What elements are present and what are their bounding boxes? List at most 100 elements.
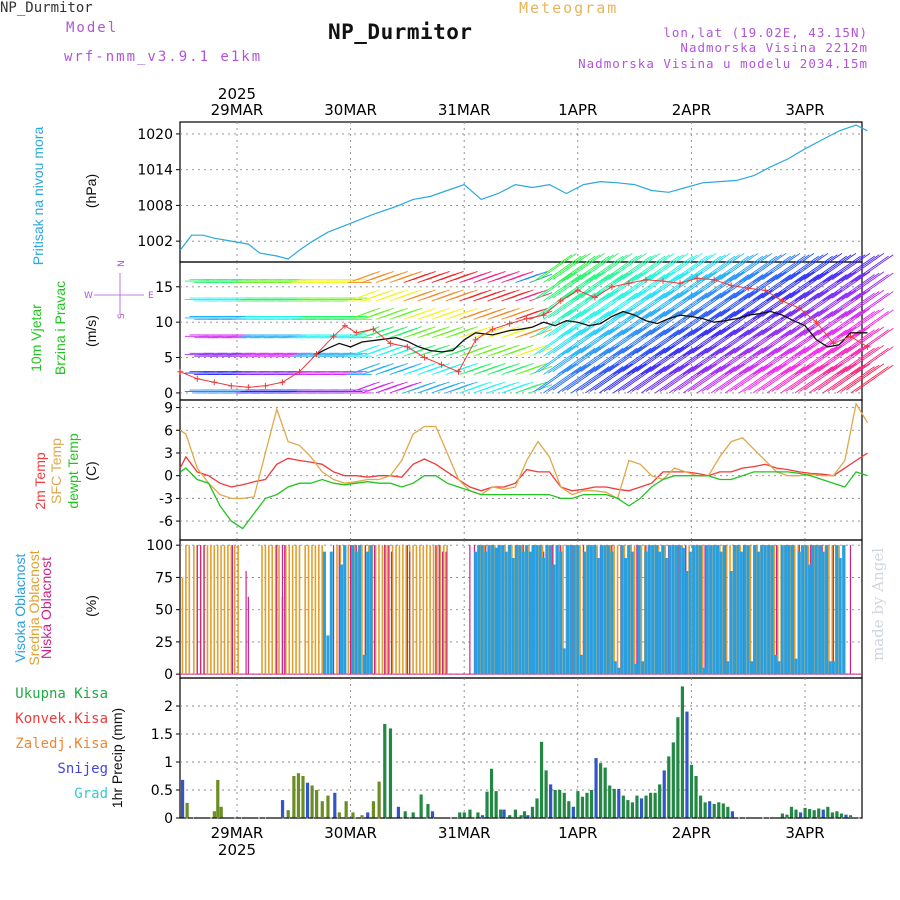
wind-barb (738, 347, 778, 375)
temperature-ytick-label: 0 (164, 469, 173, 485)
clouds-ytick-label: 75 (155, 570, 173, 586)
wind-barb (645, 309, 684, 337)
wind-barb (636, 271, 675, 299)
wind-barb (715, 309, 754, 337)
wind-barb (738, 310, 778, 339)
wind-barb (804, 271, 843, 299)
wind-barb (650, 271, 689, 299)
wind-barb (841, 254, 880, 282)
wind-barb (832, 326, 871, 354)
wind-barb (836, 310, 875, 339)
wind-barb (631, 291, 670, 319)
wind-barb (426, 344, 450, 354)
wind-ytick-label: 0 (164, 386, 173, 402)
wind-barb (673, 364, 712, 392)
wind-barb (762, 363, 801, 391)
wind-barb (384, 326, 408, 336)
wind-barb (510, 363, 534, 373)
precip-bar (212, 811, 216, 818)
wind-barb (594, 363, 633, 391)
wind-barb (706, 271, 745, 299)
precip-bar (216, 779, 220, 818)
wind-barb (790, 326, 829, 354)
wind-barb (571, 292, 610, 320)
wind-barb (673, 272, 712, 300)
wind-barb (673, 327, 712, 356)
wind-barb (398, 289, 422, 299)
wind-barb (557, 347, 596, 375)
wind-barb (547, 309, 587, 337)
wind-barb (682, 366, 722, 394)
wind-barb (710, 347, 750, 375)
wind-barb (631, 254, 670, 282)
wind-barb (710, 329, 750, 357)
wind-barb (734, 289, 773, 317)
wind-barb (645, 346, 684, 374)
wind-barb (687, 254, 726, 282)
precip-bar (292, 776, 296, 818)
wind-barb (752, 366, 792, 394)
compass-n: N (117, 260, 127, 267)
wind-barb (850, 366, 889, 394)
wind-barb (645, 254, 684, 282)
wind-barb (571, 310, 610, 339)
wind-barb (617, 364, 656, 392)
wind-barb (561, 346, 601, 374)
wind-barb (589, 346, 629, 374)
wind-barb (827, 254, 866, 282)
wind-barb (384, 363, 408, 373)
x-tick-label-top: 1APR (558, 101, 597, 119)
precip-bar (458, 812, 462, 818)
wind-barb (371, 326, 394, 336)
wind-barb (790, 289, 829, 317)
precip-bar (812, 810, 816, 818)
wind-barb (752, 329, 792, 357)
temperature-ytick-label: -3 (159, 491, 173, 507)
precip-bar (603, 767, 607, 818)
wind-barb (566, 326, 605, 354)
wind-barb (655, 255, 694, 283)
wind-barb (822, 292, 861, 320)
precip-bar (377, 781, 381, 818)
wind-barb (622, 326, 661, 354)
precip-bar (219, 806, 223, 818)
precip-bar (594, 758, 598, 818)
wind-barb (832, 308, 871, 336)
wind-barb (557, 310, 596, 339)
precip-ytick-label: 0.5 (151, 783, 173, 799)
precip-bar (480, 815, 485, 818)
precip-bar (383, 723, 387, 818)
wind-barb (561, 291, 601, 319)
footer-station-name: NP_Durmitor (0, 0, 93, 16)
wind-barb (659, 309, 698, 337)
wind-barb (538, 271, 577, 299)
wind-barb (832, 289, 871, 317)
wind-barb (482, 307, 506, 317)
wind-barb (678, 289, 717, 317)
precip-bar (544, 770, 548, 818)
wind-barb (631, 272, 670, 300)
wind-barb (771, 327, 810, 356)
precip-ytick-label: 1 (164, 755, 173, 771)
wind-barb (776, 344, 815, 373)
precip-bar (539, 741, 544, 818)
wind-barb (543, 292, 582, 320)
wind-barb (575, 291, 615, 319)
wind-barb (398, 326, 422, 336)
precip-bar (789, 806, 794, 818)
wind-barb (426, 381, 450, 391)
wind-barb (678, 363, 717, 391)
wind-barb (766, 347, 805, 375)
wind-barb (696, 292, 736, 320)
wind-barb (757, 346, 796, 374)
wind-barb (589, 364, 629, 392)
wind-barb (790, 271, 829, 299)
wind-barb (357, 344, 380, 354)
wind-barb (804, 252, 843, 281)
precip-bar (508, 815, 512, 818)
wind-barb (622, 363, 661, 391)
wind-barb (440, 381, 464, 391)
wind-barb (599, 274, 638, 302)
wind-barb (710, 366, 750, 394)
wind-barb (808, 255, 847, 283)
